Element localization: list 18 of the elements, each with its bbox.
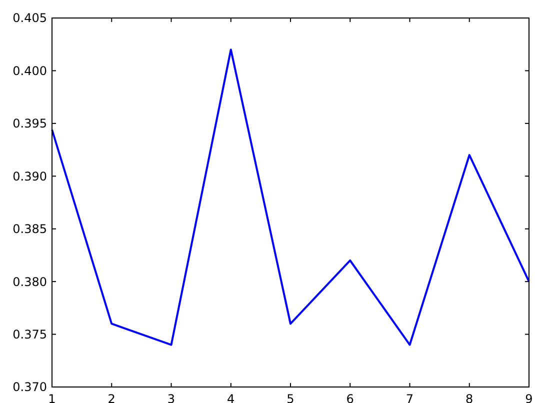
x-tick-label: 7 bbox=[406, 392, 414, 403]
y-tick-label: 0.405 bbox=[12, 11, 47, 26]
y-tick-label: 0.375 bbox=[12, 327, 47, 342]
x-tick-label: 5 bbox=[286, 392, 294, 403]
x-tick-label: 8 bbox=[466, 392, 474, 403]
y-tick-label: 0.385 bbox=[12, 222, 47, 236]
x-tick-label: 1 bbox=[48, 392, 56, 403]
line-series bbox=[51, 48, 530, 346]
x-tick-label: 6 bbox=[346, 392, 354, 403]
x-tick-label: 3 bbox=[167, 392, 176, 403]
y-tick-label: 0.395 bbox=[12, 116, 47, 131]
x-tick-label: 2 bbox=[108, 392, 116, 403]
y-tick-label: 0.400 bbox=[12, 64, 47, 78]
x-tick-label: 4 bbox=[227, 392, 235, 403]
x-tick-label: 9 bbox=[525, 392, 533, 403]
y-tick-label: 0.370 bbox=[12, 380, 47, 394]
y-tick-label: 0.380 bbox=[12, 274, 47, 289]
y-tick-label: 0.390 bbox=[12, 169, 47, 184]
